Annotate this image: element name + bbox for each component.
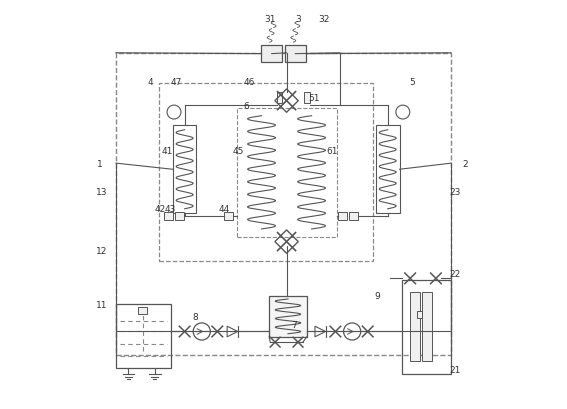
Bar <box>338 213 347 221</box>
Text: 44: 44 <box>219 204 230 213</box>
Text: 43: 43 <box>165 204 176 213</box>
Bar <box>422 292 432 362</box>
Text: 42: 42 <box>154 204 166 213</box>
Bar <box>261 46 282 63</box>
Text: 4: 4 <box>148 78 154 87</box>
Text: 47: 47 <box>171 78 182 87</box>
Bar <box>402 280 451 374</box>
Text: 13: 13 <box>96 188 107 197</box>
Bar <box>376 126 400 213</box>
Bar <box>277 93 282 103</box>
Text: 61: 61 <box>327 147 338 156</box>
Text: 51: 51 <box>308 94 320 103</box>
Bar <box>410 292 420 362</box>
Text: 23: 23 <box>450 188 461 197</box>
Bar <box>116 54 451 355</box>
Text: 31: 31 <box>265 15 276 24</box>
Text: 3: 3 <box>295 15 301 24</box>
Text: 5: 5 <box>409 78 415 87</box>
Bar <box>173 126 197 213</box>
Bar <box>175 213 184 221</box>
Bar <box>269 296 307 337</box>
Bar <box>349 213 358 221</box>
Text: 32: 32 <box>319 15 330 24</box>
Text: 22: 22 <box>450 269 461 278</box>
Text: 45: 45 <box>233 147 244 156</box>
Bar <box>304 93 310 103</box>
Text: 9: 9 <box>375 292 380 301</box>
Text: 12: 12 <box>96 247 107 256</box>
Bar <box>225 213 233 221</box>
Text: 6: 6 <box>244 102 249 111</box>
Text: 11: 11 <box>96 300 107 309</box>
Bar <box>236 109 337 237</box>
Text: 46: 46 <box>243 78 255 87</box>
Bar <box>164 213 173 221</box>
Bar <box>159 84 374 262</box>
Bar <box>417 311 422 318</box>
Bar <box>285 46 306 63</box>
Text: 7: 7 <box>291 320 297 329</box>
Text: 21: 21 <box>450 365 461 374</box>
Bar <box>138 307 147 314</box>
Bar <box>116 304 171 369</box>
Text: 1: 1 <box>97 159 103 168</box>
Text: 41: 41 <box>162 147 173 156</box>
Text: 2: 2 <box>463 159 468 168</box>
Text: 8: 8 <box>193 312 198 321</box>
